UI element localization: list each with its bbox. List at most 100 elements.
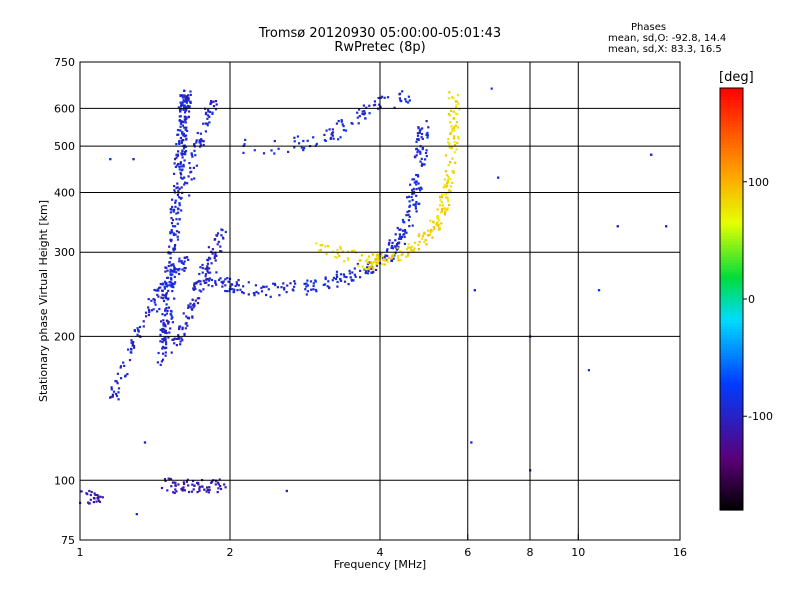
- data-point: [411, 189, 414, 192]
- data-point: [335, 122, 338, 125]
- data-point: [214, 259, 217, 262]
- data-point: [219, 485, 222, 488]
- colorbar-band: [720, 488, 743, 493]
- data-point: [131, 342, 134, 346]
- data-point: [343, 280, 347, 283]
- data-point: [175, 212, 178, 215]
- data-point: [395, 248, 398, 251]
- data-point: [173, 269, 176, 272]
- data-point: [167, 336, 170, 339]
- data-point: [278, 294, 281, 297]
- data-point: [416, 132, 419, 135]
- data-point: [207, 491, 210, 494]
- data-point: [340, 120, 343, 123]
- data-point: [381, 95, 384, 98]
- data-point: [206, 117, 209, 120]
- data-point: [314, 288, 317, 292]
- data-point: [497, 176, 500, 179]
- data-point: [184, 128, 187, 131]
- data-point: [304, 288, 307, 291]
- colorbar-band: [720, 359, 743, 363]
- data-point: [418, 240, 421, 243]
- data-point: [117, 387, 121, 390]
- data-point: [119, 366, 122, 369]
- data-point: [172, 232, 175, 235]
- data-point: [410, 196, 413, 199]
- data-point: [138, 325, 142, 329]
- data-point: [383, 256, 386, 259]
- data-point: [419, 150, 422, 153]
- data-point: [174, 199, 177, 202]
- data-point: [175, 230, 179, 233]
- data-point: [150, 299, 153, 302]
- data-point: [94, 493, 97, 496]
- data-point: [189, 90, 192, 93]
- data-point: [179, 136, 182, 140]
- data-point: [181, 177, 184, 180]
- data-point: [237, 284, 240, 287]
- colorbar-band: [720, 299, 743, 303]
- data-point: [164, 329, 167, 332]
- data-point: [331, 250, 334, 253]
- data-point: [174, 281, 177, 284]
- data-point: [325, 253, 328, 256]
- data-point: [170, 278, 173, 281]
- data-point: [186, 97, 189, 100]
- data-point: [191, 308, 194, 311]
- data-point: [425, 120, 428, 123]
- data-point: [448, 203, 451, 207]
- data-point: [398, 93, 401, 96]
- data-point: [417, 149, 420, 152]
- colorbar-band: [720, 100, 743, 104]
- data-point: [184, 145, 187, 148]
- data-point: [417, 175, 420, 178]
- data-point: [406, 210, 409, 213]
- colorbar-band: [720, 292, 743, 297]
- colorbar-band: [720, 202, 743, 207]
- data-point: [473, 289, 476, 292]
- data-point: [452, 97, 455, 100]
- data-point: [269, 295, 272, 298]
- data-point: [173, 248, 177, 251]
- data-point: [111, 393, 114, 396]
- data-point: [176, 238, 180, 241]
- data-point: [450, 130, 453, 133]
- data-point: [447, 164, 450, 167]
- data-point: [184, 267, 187, 270]
- colorbar-band: [720, 223, 743, 228]
- data-point: [206, 114, 210, 117]
- data-point: [114, 392, 118, 396]
- data-point: [449, 185, 452, 188]
- data-point: [324, 277, 327, 281]
- data-point: [241, 291, 244, 294]
- data-point: [411, 199, 414, 202]
- data-point: [349, 276, 352, 279]
- data-point: [186, 317, 189, 320]
- data-point: [294, 282, 297, 285]
- colorbar-tick-label: -100: [748, 410, 773, 423]
- colorbar-band: [720, 229, 743, 234]
- data-point: [369, 265, 372, 268]
- data-point: [358, 108, 361, 111]
- data-point: [407, 213, 410, 216]
- data-point: [322, 283, 325, 286]
- data-point: [171, 219, 175, 222]
- data-point: [178, 139, 181, 143]
- data-point: [164, 270, 167, 273]
- data-point: [176, 337, 179, 340]
- data-point: [423, 232, 426, 235]
- data-point: [175, 271, 178, 274]
- data-point: [112, 390, 116, 393]
- data-point: [363, 268, 366, 271]
- data-point: [368, 104, 371, 107]
- data-point: [162, 319, 165, 322]
- data-point: [408, 225, 411, 228]
- data-point: [177, 106, 180, 109]
- data-point: [169, 268, 172, 271]
- data-point: [178, 257, 181, 260]
- data-point: [260, 290, 264, 293]
- data-point: [359, 269, 362, 272]
- data-point: [169, 256, 172, 260]
- data-point: [184, 116, 187, 119]
- data-point: [450, 109, 453, 112]
